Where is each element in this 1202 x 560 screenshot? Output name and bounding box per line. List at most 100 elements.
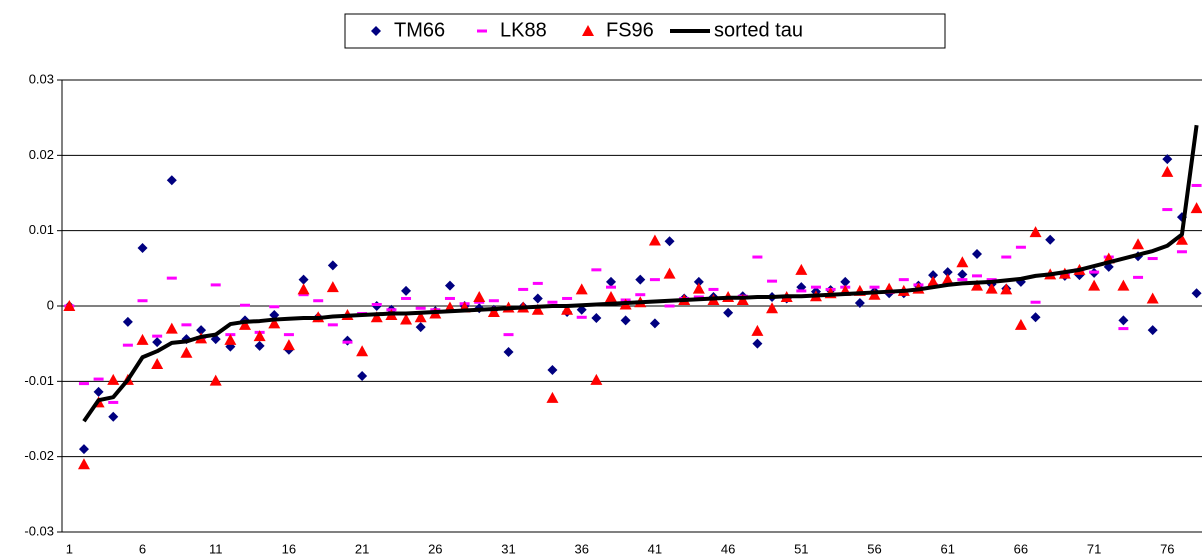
marker-triangle — [927, 275, 940, 287]
y-tick-label: 0.01 — [29, 222, 54, 237]
marker-dash — [518, 287, 529, 291]
marker-dash — [240, 303, 250, 307]
x-tick-label: 56 — [867, 541, 881, 556]
marker-diamond — [342, 335, 353, 346]
y-tick-label: -0.01 — [24, 373, 54, 388]
marker-dash — [1089, 270, 1100, 274]
marker-triangle — [370, 311, 383, 323]
marker-diamond — [1162, 154, 1173, 165]
marker-triangle — [1000, 283, 1013, 295]
x-tick-label: 41 — [648, 541, 662, 556]
x-tick-label: 66 — [1014, 541, 1028, 556]
y-tick-label: -0.02 — [24, 448, 54, 463]
marker-dash — [401, 296, 412, 300]
x-tick-label: 11 — [209, 541, 223, 556]
marker-dash — [796, 289, 807, 293]
marker-triangle — [582, 25, 594, 36]
marker-dash — [166, 276, 177, 280]
marker-dash — [181, 323, 192, 327]
marker-diamond — [928, 270, 939, 281]
marker-dash — [606, 285, 616, 289]
marker-triangle — [546, 391, 559, 403]
marker-dash — [108, 400, 119, 404]
x-tick-label: 76 — [1160, 541, 1174, 556]
marker-triangle — [473, 290, 486, 302]
marker-dash — [810, 285, 821, 289]
marker-diamond — [108, 411, 119, 422]
marker-dash — [562, 296, 573, 300]
legend: TM66 LK88 FS96 sorted tau — [371, 19, 803, 41]
marker-triangle — [1117, 279, 1130, 291]
marker-triangle — [1175, 233, 1188, 245]
marker-triangle — [253, 330, 266, 342]
marker-dash — [693, 295, 704, 299]
marker-dash — [477, 29, 487, 33]
marker-diamond — [415, 322, 426, 333]
marker-diamond — [972, 249, 982, 260]
legend-label: LK88 — [500, 19, 547, 41]
marker-triangle — [400, 313, 413, 325]
marker-diamond — [547, 365, 558, 376]
marker-dash — [1162, 208, 1173, 212]
marker-diamond — [664, 236, 675, 247]
marker-triangle — [151, 358, 164, 370]
marker-dash — [532, 281, 543, 285]
plot-area — [63, 124, 1202, 470]
marker-triangle — [956, 256, 969, 268]
marker-dash — [503, 333, 514, 337]
marker-dash — [371, 302, 382, 306]
marker-diamond — [1191, 288, 1202, 299]
marker-triangle — [971, 279, 983, 291]
marker-triangle — [209, 374, 222, 386]
marker-diamond — [152, 337, 163, 348]
marker-diamond — [723, 307, 734, 318]
marker-triangle — [1014, 318, 1027, 330]
marker-dash — [283, 333, 294, 337]
marker-diamond — [93, 386, 104, 397]
marker-dash — [547, 300, 558, 304]
marker-diamond — [371, 301, 382, 311]
x-tick-label: 1 — [66, 541, 73, 556]
marker-triangle — [487, 306, 500, 318]
marker-triangle — [63, 300, 76, 311]
marker-triangle — [561, 303, 574, 315]
marker-triangle — [941, 273, 954, 285]
x-tick-label: 6 — [139, 541, 146, 556]
marker-triangle — [165, 322, 178, 334]
marker-diamond — [1118, 315, 1129, 326]
marker-triangle — [575, 283, 588, 295]
marker-diamond — [371, 26, 381, 36]
marker-diamond — [166, 175, 177, 186]
marker-diamond — [1147, 325, 1158, 336]
marker-diamond — [635, 274, 646, 285]
marker-dash — [327, 323, 338, 327]
marker-diamond — [532, 293, 543, 304]
marker-diamond — [444, 280, 455, 291]
marker-dash — [1191, 183, 1202, 187]
marker-dash — [1015, 245, 1026, 249]
marker-diamond — [122, 316, 133, 327]
marker-triangle — [692, 282, 705, 294]
marker-dash — [122, 343, 133, 347]
x-tick-label: 26 — [428, 541, 442, 556]
x-tick-label: 61 — [940, 541, 954, 556]
marker-diamond — [591, 313, 602, 324]
marker-triangle — [77, 458, 90, 470]
marker-triangle — [326, 281, 339, 293]
marker-triangle — [180, 346, 193, 358]
marker-diamond — [503, 346, 514, 357]
marker-triangle — [648, 234, 661, 246]
marker-dash — [1030, 300, 1041, 304]
marker-dash — [869, 285, 880, 289]
marker-dash — [1133, 275, 1144, 279]
marker-triangle — [1146, 292, 1159, 304]
marker-triangle — [663, 267, 676, 279]
marker-triangle — [239, 318, 251, 330]
marker-triangle — [795, 263, 808, 275]
marker-diamond — [401, 285, 412, 296]
marker-triangle — [107, 373, 120, 385]
marker-diamond — [137, 242, 148, 253]
marker-triangle — [531, 303, 544, 315]
